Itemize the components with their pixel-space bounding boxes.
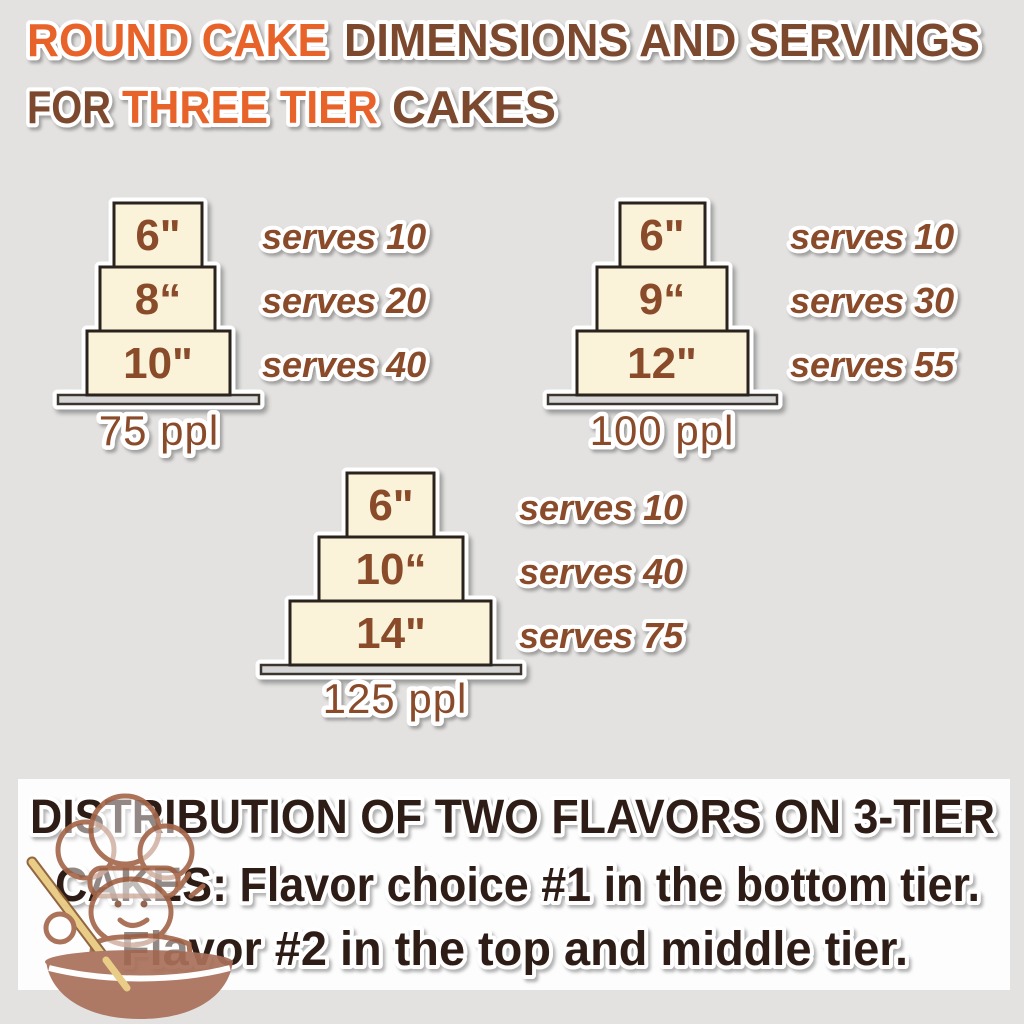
chef-hat-icon: [55, 819, 117, 881]
wooden-spoon-icon: [102, 956, 131, 992]
serves-label: serves 75: [519, 615, 684, 656]
serves-label: serves 55: [790, 344, 955, 385]
three-tier-cake-icon: [542, 197, 783, 410]
cake-tier-top: [618, 201, 707, 269]
serves-label: serves 10: [519, 487, 683, 528]
baker-stirring-bowl-illustration: [26, 793, 233, 1019]
cake-diagram-1: 6" 8“ 10": [52, 197, 265, 410]
chef-eye: [140, 900, 148, 908]
tier-size-label: 6": [135, 211, 180, 260]
tier-size-label: 9“: [639, 275, 685, 324]
title-line1-highlight: ROUND CAKE: [27, 14, 327, 66]
footer-block: DISTRIBUTION OF TWO FLAVORS ON 3-TIER CA…: [26, 787, 999, 1019]
chef-hat-icon: [137, 823, 195, 881]
bowl-rim-highlight: [48, 965, 231, 982]
title-line1-rest: DIMENSIONS AND SERVINGS: [344, 14, 980, 66]
chef-smile: [117, 917, 150, 928]
total-servings-label: 100 ppl: [590, 407, 735, 454]
footer-text-line2: CAKES: Flavor choice #1 in the bottom ti…: [55, 859, 980, 912]
title-line2-for: FOR: [27, 81, 111, 133]
serves-label: serves 30: [790, 280, 954, 321]
three-tier-cake-icon: [52, 197, 265, 410]
chef-eye: [114, 900, 122, 908]
footer-text-line3: Flavor #2 in the top and middle tier.: [121, 923, 908, 976]
chef-hand: [43, 911, 77, 945]
three-tier-cake-icon: [255, 467, 527, 680]
total-servings-label: 75 ppl: [99, 407, 219, 454]
cake-tier-bottom: [85, 329, 232, 397]
cake-diagram-3: 6" 10“ 14": [255, 467, 527, 680]
serves-label: serves 40: [519, 551, 683, 592]
title-line2-cakes: CAKES: [392, 81, 556, 133]
motion-tick-icon: [176, 871, 192, 891]
tier-size-label: 10": [123, 339, 193, 388]
tier-size-label: 10“: [356, 545, 427, 594]
tier-size-label: 6": [368, 481, 413, 530]
cake-tier-bottom: [288, 599, 493, 667]
cake-tier-bottom: [575, 329, 750, 397]
total-servings-label: 125 ppl: [323, 675, 468, 722]
serves-label: serves 10: [262, 216, 426, 257]
cake-tier-top: [112, 201, 204, 269]
cake-diagram-2: 6" 9“ 12": [542, 197, 783, 410]
tier-size-label: 8“: [135, 275, 181, 324]
cake-tier-middle: [595, 265, 729, 333]
serves-label: serves 10: [790, 216, 954, 257]
title-line2-highlight: THREE TIER: [122, 81, 378, 133]
title-block: ROUND CAKE DIMENSIONS AND SERVINGS FOR T…: [23, 10, 984, 137]
motion-tick-icon: [188, 883, 206, 899]
tier-size-label: 14": [356, 609, 426, 658]
cake-diagrams: 6" 8“ 10" serves 10 serves 20 serves 40 …: [52, 197, 959, 727]
chef-face: [88, 876, 174, 948]
tier-size-label: 12": [627, 339, 697, 388]
serves-label: serves 40: [262, 344, 426, 385]
tier-size-label: 6": [639, 211, 684, 260]
serves-label: serves 20: [262, 280, 426, 321]
